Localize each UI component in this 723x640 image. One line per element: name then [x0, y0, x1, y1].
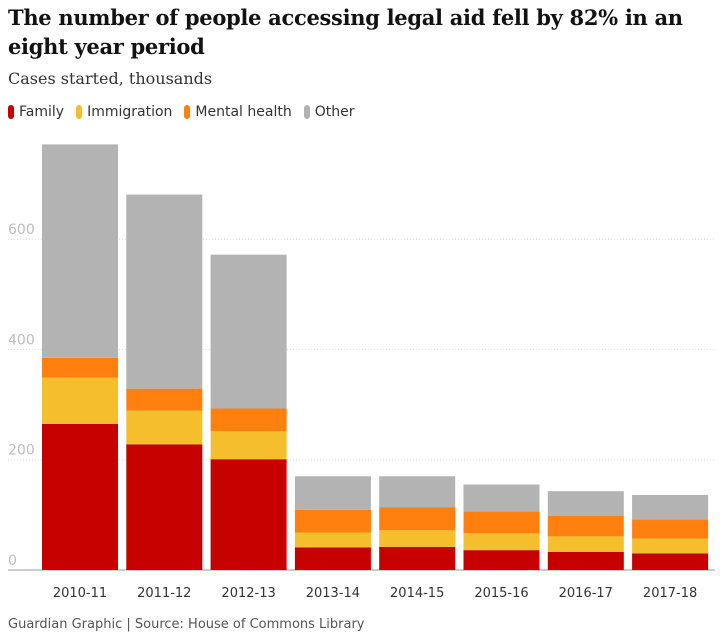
- legend-label-immigration: Immigration: [87, 104, 173, 120]
- legend-swatch-other: [303, 105, 310, 119]
- bar-2015-16-immigration: [463, 533, 540, 551]
- bar-2012-13-other: [210, 254, 287, 409]
- footer: Guardian Graphic | Source: House of Comm…: [8, 617, 365, 632]
- bar-2011-12-immigration: [126, 410, 203, 445]
- legend-label-family: Family: [19, 104, 65, 120]
- y-tick-label-0: 0: [8, 553, 17, 569]
- footer-separator: |: [122, 617, 135, 632]
- legend-label-mental-health: Mental health: [195, 104, 292, 120]
- x-tick-label-2015-16: 2015-16: [474, 586, 528, 601]
- bar-2017-18-other: [632, 495, 709, 520]
- x-tick-label-2013-14: 2013-14: [306, 586, 360, 601]
- bar-2014-15-family: [379, 546, 456, 570]
- bar-2011-12-other: [126, 194, 203, 389]
- x-tick-label-2010-11: 2010-11: [53, 586, 107, 601]
- bar-2010-11-family: [42, 423, 118, 570]
- x-tick-label-2012-13: 2012-13: [221, 586, 275, 601]
- bar-2013-14-other: [294, 476, 371, 510]
- bar-2014-15-immigration: [379, 530, 456, 547]
- y-tick-label-400: 400: [8, 332, 35, 348]
- bar-2013-14-family: [294, 547, 371, 570]
- x-tick-label-2011-12: 2011-12: [137, 586, 191, 601]
- bar-2011-12-family: [126, 444, 203, 570]
- legend-item-other: Other: [303, 104, 355, 120]
- bar-2016-17-mental-health: [547, 515, 624, 537]
- y-tick-label-600: 600: [8, 222, 35, 238]
- bar-2017-18-immigration: [632, 538, 709, 554]
- bar-2012-13-immigration: [210, 431, 287, 460]
- bar-2012-13-family: [210, 459, 287, 570]
- bar-2013-14-mental-health: [294, 509, 371, 533]
- bar-2010-11-immigration: [42, 377, 118, 424]
- footer-credit: Guardian Graphic: [8, 617, 123, 632]
- bar-2016-17-immigration: [547, 536, 624, 552]
- x-tick-label-2017-18: 2017-18: [643, 586, 697, 601]
- legend-item-family: Family: [8, 104, 64, 120]
- bar-2014-15-mental-health: [379, 507, 456, 531]
- bar-2014-15-other: [379, 476, 456, 508]
- bar-2016-17-other: [547, 491, 624, 516]
- chart-subtitle: Cases started, thousands: [8, 69, 213, 88]
- legend-swatch-mental-health: [184, 105, 191, 119]
- legend-item-immigration: Immigration: [76, 104, 172, 120]
- chart-title: The number of people accessing legal aid…: [8, 5, 683, 59]
- legend: Family Immigration Mental health Other: [8, 104, 366, 120]
- stacked-bar-chart: 0 200 400 600 2010-11 2011-12 2012-13 2013-14 20…: [8, 144, 715, 601]
- footer-source: Source: House of Commons Library: [134, 617, 365, 632]
- bar-2016-17-family: [547, 551, 624, 570]
- x-tick-label-2016-17: 2016-17: [559, 586, 613, 601]
- legend-label-other: Other: [314, 104, 355, 120]
- y-tick-label-200: 200: [8, 443, 35, 459]
- legend-item-mental-health: Mental health: [184, 104, 292, 120]
- bar-2017-18-mental-health: [632, 519, 709, 539]
- legend-swatch-immigration: [76, 105, 83, 119]
- bar-2010-11-mental-health: [42, 357, 118, 378]
- bar-2015-16-family: [463, 550, 540, 570]
- bar-2010-11-other: [42, 144, 118, 358]
- bar-2013-14-immigration: [294, 532, 371, 548]
- bar-2012-13-mental-health: [210, 408, 287, 432]
- x-tick-label-2014-15: 2014-15: [390, 586, 444, 601]
- bar-2015-16-other: [463, 484, 540, 512]
- bar-2015-16-mental-health: [463, 511, 540, 534]
- bar-2017-18-family: [632, 553, 709, 570]
- bar-2011-12-mental-health: [126, 388, 203, 411]
- legend-swatch-family: [8, 105, 14, 119]
